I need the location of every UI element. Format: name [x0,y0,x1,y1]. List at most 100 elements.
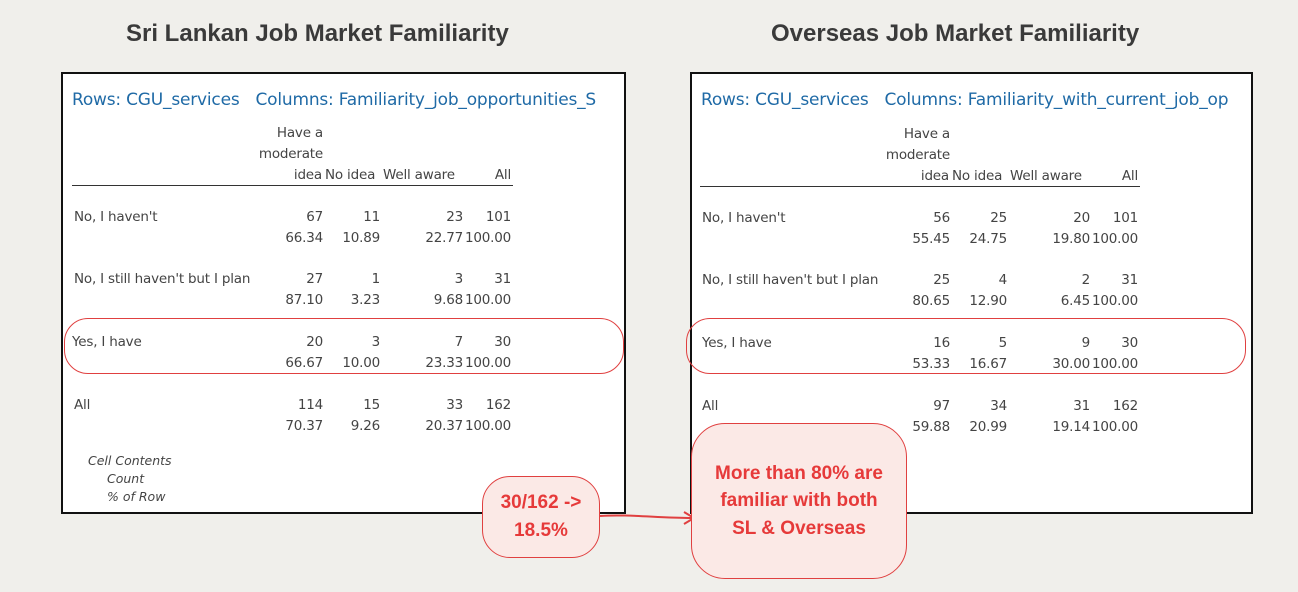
cell-pct: 20.37 [425,418,463,434]
col-header-moderate-3: idea [920,168,949,184]
cell-pct: 59.88 [912,419,950,435]
cell-pct: 19.14 [1052,419,1090,435]
col-header-all: All [1121,168,1138,184]
right-table-header: Rows: CGU_services Columns: Familiarity_w… [701,90,1244,110]
cell-count: 67 [306,209,323,225]
cell-pct: 9.68 [433,292,463,308]
right-panel-title: Overseas Job Market Familiarity [771,20,1140,47]
cell-pct: 23.33 [425,355,463,371]
col-header-well-aware: Well aware [383,167,455,183]
cell-pct: 87.10 [285,292,323,308]
col-header-moderate-3: idea [293,167,322,183]
cell-count: 20 [306,334,323,350]
cell-count: 56 [933,210,950,226]
cell-pct: 66.34 [285,230,323,246]
cell-pct: 100.00 [1091,419,1138,435]
cell-pct: 100.00 [1091,231,1138,247]
cell-contents-title: Cell Contents [88,453,172,468]
cell-contents-count: Count [107,471,145,486]
ratio-callout-line2: 18.5% [514,520,568,541]
cell-count: 4 [998,272,1008,288]
cell-count: 162 [485,397,511,413]
row-label: No, I still haven't but I plan [702,272,879,288]
cell-count: 34 [990,398,1007,414]
cell-count: 31 [494,271,511,287]
cell-count: 16 [933,335,950,351]
cell-count: 1 [371,271,381,287]
row-label: All [702,398,719,414]
ratio-callout-line1: 30/162 -> [500,492,582,514]
summary-callout-line1: More than 80% are [715,462,883,484]
cell-pct: 24.75 [969,231,1007,247]
cell-count: 97 [933,398,950,414]
cell-count: 27 [306,271,323,287]
cell-pct: 20.99 [969,419,1007,435]
cell-pct: 9.26 [350,418,380,434]
cell-count: 3 [371,334,381,350]
cell-pct: 100.00 [1091,293,1138,309]
cell-count: 23 [446,209,463,225]
cell-pct: 10.89 [342,230,380,246]
row-label: No, I haven't [702,210,786,226]
highlight-oval-right [686,318,1246,374]
cell-count: 162 [1112,398,1138,414]
col-header-well-aware: Well aware [1010,168,1082,184]
cell-pct: 70.37 [285,418,323,434]
left-table-panel: Rows: CGU_services Columns: Familiarity_j… [61,72,626,514]
cell-pct: 19.80 [1052,231,1090,247]
col-header-moderate-1: Have a [903,126,950,142]
col-header-moderate-2: moderate [885,147,950,163]
col-header-all: All [494,167,511,183]
summary-callout-line3: SL & Overseas [732,517,866,539]
cell-count: 5 [998,335,1008,351]
cell-count: 20 [1073,210,1090,226]
columns-label: Columns: Familiarity_job_opportunities_S [255,90,597,110]
cell-count: 114 [297,397,323,413]
summary-callout: More than 80% are familiar with both SL … [691,423,907,579]
cell-pct: 6.45 [1060,293,1090,309]
row-label: No, I haven't [74,209,158,225]
cell-count: 30 [494,334,511,350]
row-label: Yes, I have [72,334,142,350]
left-panel-title: Sri Lankan Job Market Familiarity [126,20,509,47]
cell-pct: 100.00 [464,292,511,308]
cell-count: 3 [454,271,464,287]
columns-label: Columns: Familiarity_with_current_job_op [884,90,1229,110]
cell-pct: 55.45 [912,231,950,247]
left-table-header: Rows: CGU_services Columns: Familiarity_j… [72,90,612,110]
cell-pct: 80.65 [912,293,950,309]
col-header-no-idea: No idea [325,167,376,183]
cell-count: 25 [933,272,950,288]
row-label: Yes, I have [702,335,772,351]
col-header-moderate-1: Have a [276,125,323,141]
rows-label: Rows: CGU_services [701,90,869,110]
cell-pct: 100.00 [1091,356,1138,372]
col-header-moderate-2: moderate [258,146,323,162]
cell-pct: 100.00 [464,418,511,434]
summary-callout-line2: familiar with both [720,490,878,512]
cell-pct: 53.33 [912,356,950,372]
cell-contents-pct: % of Row [107,489,166,504]
cell-count: 101 [1112,210,1138,226]
cell-count: 7 [454,334,464,350]
cell-count: 30 [1121,335,1138,351]
row-label: All [74,397,91,413]
cell-pct: 10.00 [342,355,380,371]
ratio-callout: 30/162 -> 18.5% [482,476,600,558]
cell-count: 15 [363,397,380,413]
cell-count: 2 [1081,272,1091,288]
cell-pct: 12.90 [969,293,1007,309]
header-rule [72,185,513,186]
cell-pct: 100.00 [464,355,511,371]
highlight-oval-left [64,318,624,374]
cell-count: 33 [446,397,463,413]
cell-pct: 3.23 [350,292,380,308]
cell-pct: 66.67 [285,355,323,371]
header-rule [700,186,1140,187]
row-label: No, I still haven't but I plan [74,271,251,287]
cell-count: 11 [363,209,380,225]
cell-count: 31 [1121,272,1138,288]
cell-pct: 100.00 [464,230,511,246]
cell-pct: 16.67 [969,356,1007,372]
cell-pct: 22.77 [425,230,463,246]
